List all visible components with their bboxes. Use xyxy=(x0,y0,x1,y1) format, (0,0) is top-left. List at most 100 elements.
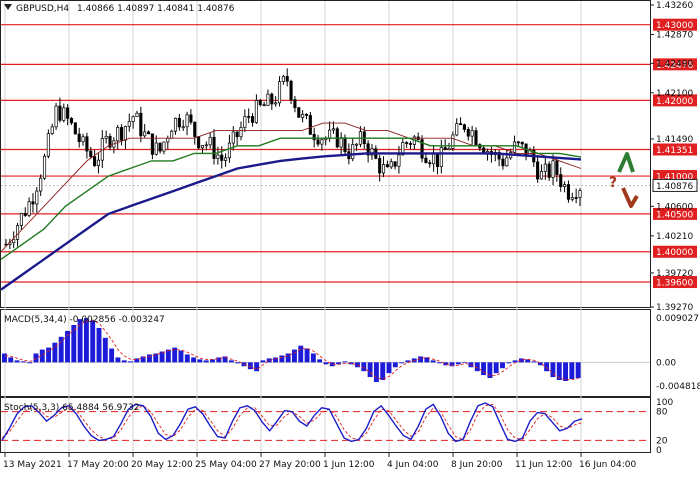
macd-bar xyxy=(474,362,480,372)
candle-body xyxy=(154,142,158,155)
macd-bar xyxy=(128,361,133,363)
level-tag xyxy=(653,245,697,258)
macd-bar xyxy=(430,360,436,363)
candle-body xyxy=(208,136,212,146)
candle-body xyxy=(435,153,440,168)
candle-body xyxy=(408,143,413,145)
macd-bar xyxy=(147,354,152,363)
candle-body xyxy=(123,126,127,141)
macd-tick-label: -0.004818 xyxy=(656,382,700,392)
price-tick-label: 1.42100 xyxy=(656,89,693,99)
candle-body xyxy=(343,137,347,153)
candle-body xyxy=(574,197,578,199)
macd-bar xyxy=(71,325,77,363)
macd-bar xyxy=(336,362,342,365)
candle-body xyxy=(42,155,47,179)
level-tag xyxy=(653,18,697,31)
candle-body xyxy=(96,159,101,167)
macd-signal-line xyxy=(5,319,579,381)
macd-bar xyxy=(304,348,310,363)
forecast-question-mark: ? xyxy=(609,175,617,191)
candle-body xyxy=(474,130,478,145)
macd-bar xyxy=(449,362,455,367)
candle-body xyxy=(520,141,524,145)
candle-body xyxy=(216,154,220,159)
candle-body xyxy=(54,105,58,128)
candle-body xyxy=(173,117,178,132)
macd-bar xyxy=(197,359,203,363)
arrow-up-icon xyxy=(617,152,635,173)
candle-body xyxy=(447,147,451,151)
candle-body xyxy=(104,135,108,139)
macd-bar xyxy=(380,362,386,381)
candle-body xyxy=(12,239,16,244)
macd-bar xyxy=(210,359,215,363)
candle-body xyxy=(251,116,255,123)
macd-bar xyxy=(153,353,159,363)
candle-body xyxy=(308,115,312,135)
candle-body xyxy=(254,99,258,123)
macd-label: MACD(5,34,4) -0.002856 -0.003247 xyxy=(4,315,165,325)
macd-bar xyxy=(392,362,398,368)
macd-bar xyxy=(102,337,108,363)
macd-bar xyxy=(481,362,487,376)
level-tag xyxy=(653,94,697,107)
arrow-down-icon xyxy=(621,187,639,208)
macd-bar xyxy=(279,355,285,363)
candle-body xyxy=(247,116,251,118)
candle-body xyxy=(69,118,74,124)
candle-body xyxy=(127,121,131,127)
macd-bar xyxy=(418,356,423,363)
macd-bar xyxy=(487,362,493,379)
level-tag xyxy=(653,207,697,220)
price-tick-label: 1.42870 xyxy=(656,31,693,41)
header-symbol: GBPUSD,H4 xyxy=(16,4,69,14)
candle-body xyxy=(293,99,297,108)
date-tick-label: 13 May 2021 xyxy=(3,460,62,470)
candle-body xyxy=(185,114,189,128)
macd-bar xyxy=(424,357,430,363)
macd-bar xyxy=(20,361,26,363)
date-tick-label: 20 May 12:00 xyxy=(131,460,193,470)
macd-bar xyxy=(310,353,316,363)
candle-body xyxy=(277,81,282,104)
candle-body xyxy=(366,143,370,156)
macd-bar xyxy=(83,318,89,363)
collapse-triangle-icon[interactable] xyxy=(4,4,12,10)
macd-bar xyxy=(165,349,171,363)
candle-body xyxy=(428,162,432,165)
candle-body xyxy=(200,145,205,149)
macd-bar xyxy=(563,362,568,382)
candle-body xyxy=(385,164,389,168)
macd-bar xyxy=(216,357,222,363)
macd-bar xyxy=(273,357,278,363)
candle-body xyxy=(551,160,555,178)
candle-body xyxy=(146,131,151,135)
macd-bar xyxy=(373,362,379,382)
axis-labels: 1.43260 1.42870 1.42490 1.42100 1.41490 1.406… xyxy=(3,1,700,470)
candle-body xyxy=(297,107,301,118)
macd-bar xyxy=(52,342,58,363)
candle-body xyxy=(58,105,62,121)
candle-body xyxy=(170,130,174,139)
candle-body xyxy=(181,126,185,129)
macd-bar xyxy=(317,359,323,363)
macd-bar xyxy=(134,358,140,363)
candle-body xyxy=(381,164,386,174)
candle-body xyxy=(289,80,293,101)
macd-bar xyxy=(399,362,405,364)
level-tag-label: 1.41351 xyxy=(656,146,693,156)
candle-body xyxy=(135,112,139,118)
macd-bar xyxy=(531,361,537,363)
candle-body xyxy=(108,135,112,148)
macd-bar xyxy=(159,351,165,363)
candle-body xyxy=(555,160,559,175)
candle-body xyxy=(470,130,474,137)
candle-body xyxy=(512,141,517,153)
candle-body xyxy=(451,134,455,149)
macd-bar xyxy=(569,362,575,380)
candle-body xyxy=(497,152,501,160)
price-tick-label: 1.42490 xyxy=(656,59,693,69)
ma-mid-line xyxy=(0,137,582,260)
candle-body xyxy=(320,139,324,145)
